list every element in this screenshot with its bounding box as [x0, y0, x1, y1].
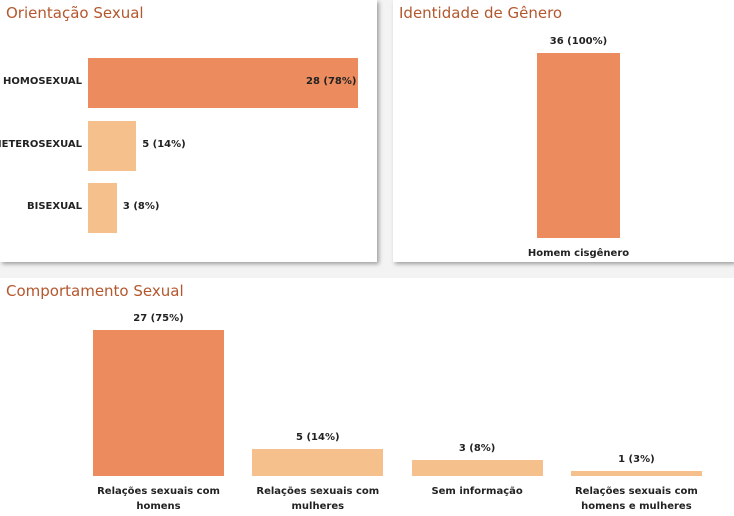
bar — [93, 330, 224, 476]
category-label: Sem informação — [431, 486, 523, 497]
category-label: Homem cisgênero — [527, 248, 630, 259]
data-label: 27 (75%) — [133, 313, 184, 324]
category-label: Relações sexuais com mulheres — [256, 486, 380, 512]
data-label: 5 (14%) — [142, 138, 186, 150]
chart-title: Orientação Sexual — [6, 4, 144, 22]
category-label: Relações sexuais com homens — [97, 486, 220, 512]
bar — [88, 120, 137, 171]
bar — [88, 183, 117, 233]
chart-title: Comportamento Sexual — [6, 282, 184, 300]
category-label: BISEXUAL — [26, 201, 82, 212]
data-label: 5 (14%) — [296, 431, 340, 443]
panel: Orientação Sexual HOMOSEXUAL 28 (78%) HETER… — [0, 0, 377, 262]
bar — [411, 459, 543, 476]
bar — [252, 448, 384, 476]
bar — [537, 53, 620, 238]
data-label: 3 (8%) — [122, 201, 160, 212]
category-label: HETEROSEXUAL — [0, 138, 82, 150]
bar — [570, 470, 702, 476]
chart-title: Identidade de Gênero — [399, 4, 563, 22]
category-label: Relações sexuais com homens e mulheres — [574, 486, 698, 512]
panel: Identidade de Gênero 36 (100%) Homem cisgê… — [393, 0, 734, 262]
data-label: 36 (100%) — [549, 36, 608, 47]
panel: Comportamento Sexual 27 (75%) Relações sex… — [0, 278, 734, 516]
bar — [88, 58, 358, 108]
data-label: 1 (3%) — [618, 453, 655, 465]
data-label: 3 (8%) — [458, 442, 496, 454]
data-label: 28 (78%) — [306, 76, 357, 87]
category-label: HOMOSEXUAL — [3, 76, 82, 87]
